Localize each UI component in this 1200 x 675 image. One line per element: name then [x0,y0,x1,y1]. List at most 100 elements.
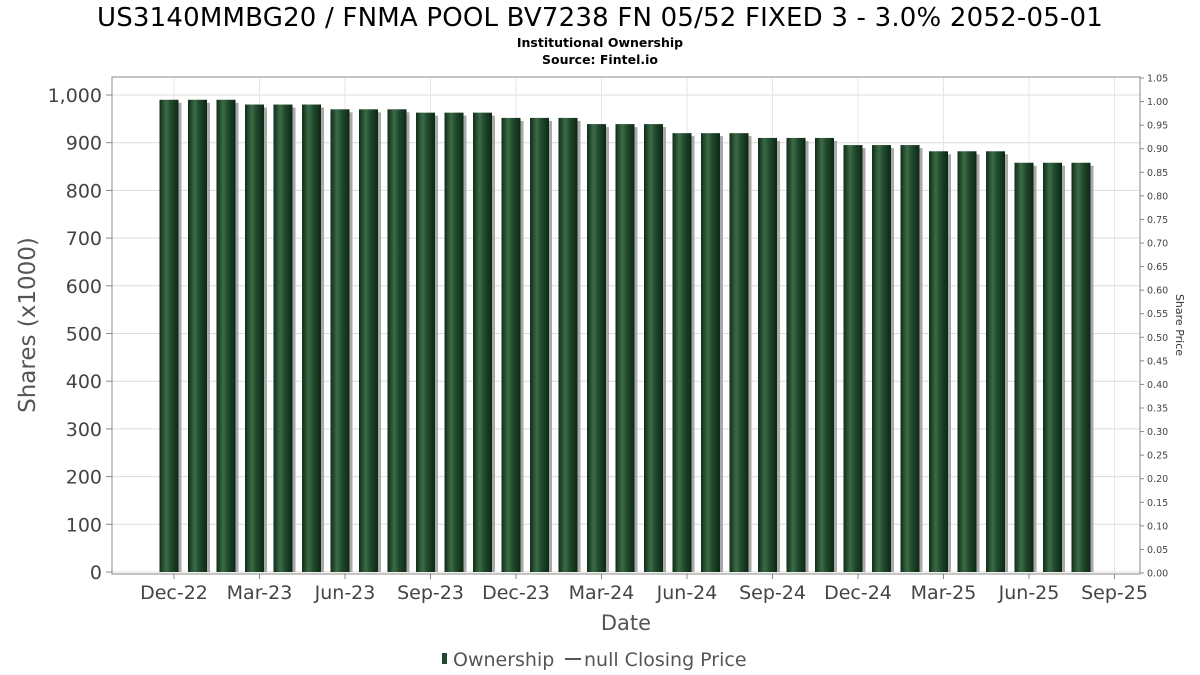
x-axis-label: Date [601,611,651,635]
legend-ownership-swatch [442,653,447,664]
chart-subtitle-1: Institutional Ownership [516,35,684,50]
x-tick-label: Jun-24 [656,582,718,604]
bar-fill [815,137,834,572]
bar-fill [473,112,492,573]
y-right-tick-label: 0.60 [1147,286,1168,297]
y-right-tick-label: 0.40 [1147,380,1168,391]
bar [672,133,695,572]
bar [188,99,210,573]
bar-fill [188,99,207,573]
bar-fill [444,112,464,573]
y-tick-label: 100 [66,514,102,536]
bar [900,145,923,572]
bar-fill [701,133,720,572]
bar-fill [872,145,891,572]
bar [473,112,495,573]
x-tick-label: Dec-24 [824,582,892,604]
bar [986,151,1008,572]
y-right-tick-label: 0.95 [1147,121,1168,132]
bar-fill [558,117,578,573]
bar [843,145,866,572]
y-tick-label: 200 [66,467,102,489]
chart-subtitle-2: Source: Fintel.io [542,52,658,67]
bar-fill [159,99,179,573]
bar [359,109,381,572]
y-right-tick-label: 0.70 [1147,239,1168,250]
bar-fill [1071,162,1091,572]
bar-fill [672,133,692,572]
y-right-tick-label: 1.05 [1147,74,1168,85]
bar [302,104,324,572]
bar-fill [929,151,948,572]
legend: Ownership null Closing Price [442,649,747,671]
y-tick-label: 1,000 [48,85,102,107]
plot-frame [111,76,1141,575]
y-tick-label: 700 [66,228,102,250]
bar [1043,162,1065,572]
bar [957,151,980,572]
y-right-tick-label: 0.80 [1147,191,1168,202]
bar [587,124,609,573]
bar-fill [986,151,1005,572]
y-right-tick-label: 0.85 [1147,168,1168,179]
bar [1014,162,1037,572]
bar-fill [416,112,435,573]
chart-title: US3140MMBG20 / FNMA POOL BV7238 FN 05/52… [96,3,1104,33]
bar [701,133,723,572]
x-tick-label: Mar-23 [227,582,293,604]
x-tick-label: Jun-25 [998,582,1060,604]
bar [558,117,581,573]
y-right-tick-label: 0.30 [1147,427,1168,438]
bar [758,137,780,572]
bar [815,137,837,572]
bar-fill [644,124,663,573]
bar [615,124,638,573]
x-tick-label: Sep-23 [397,582,464,604]
bar-fill [273,104,293,572]
bar [729,133,752,572]
y-right-tick-label: 0.15 [1147,498,1168,509]
y-right-tick-label: 0.25 [1147,451,1168,462]
bar-fill [330,109,350,572]
bar [929,151,951,572]
x-tick-label: Dec-23 [482,582,550,604]
bar-fill [387,109,407,572]
bar [387,109,410,572]
bar-fill [216,99,236,573]
bar [273,104,296,572]
bar-fill [1043,162,1062,572]
bar [216,99,239,573]
bar-fill [587,124,606,573]
y-right-tick-label: 0.05 [1147,545,1168,556]
y-right-tick-label: 0.55 [1147,309,1168,320]
y-tick-label: 900 [66,133,102,155]
bar [330,109,353,572]
y-axis-label: Shares (x1000) [15,237,41,413]
bar-fill [615,124,635,573]
y-tick-label: 600 [66,276,102,298]
bar [786,137,809,572]
bar-fill [843,145,863,572]
legend-ownership-label: Ownership [453,649,554,671]
y-right-tick-label: 0.00 [1147,569,1168,580]
bar-fill [729,133,749,572]
bar-fill [786,137,806,572]
bar-fill [359,109,378,572]
bar [501,117,524,573]
bar-fill [900,145,920,572]
y-right-tick-label: 0.50 [1147,333,1168,344]
bar [1071,162,1094,572]
bar-fill [758,137,777,572]
bar-fill [1014,162,1034,572]
y-right-tick-label: 0.45 [1147,356,1168,367]
bar [159,99,182,573]
bar-fill [302,104,321,572]
bar [530,117,552,573]
x-tick-label: Jun-23 [314,582,376,604]
y-right-tick-label: 0.75 [1147,215,1168,226]
legend-price-label: null Closing Price [584,649,747,671]
bar [444,112,467,573]
y-tick-label: 500 [66,324,102,346]
bar-fill [530,117,549,573]
